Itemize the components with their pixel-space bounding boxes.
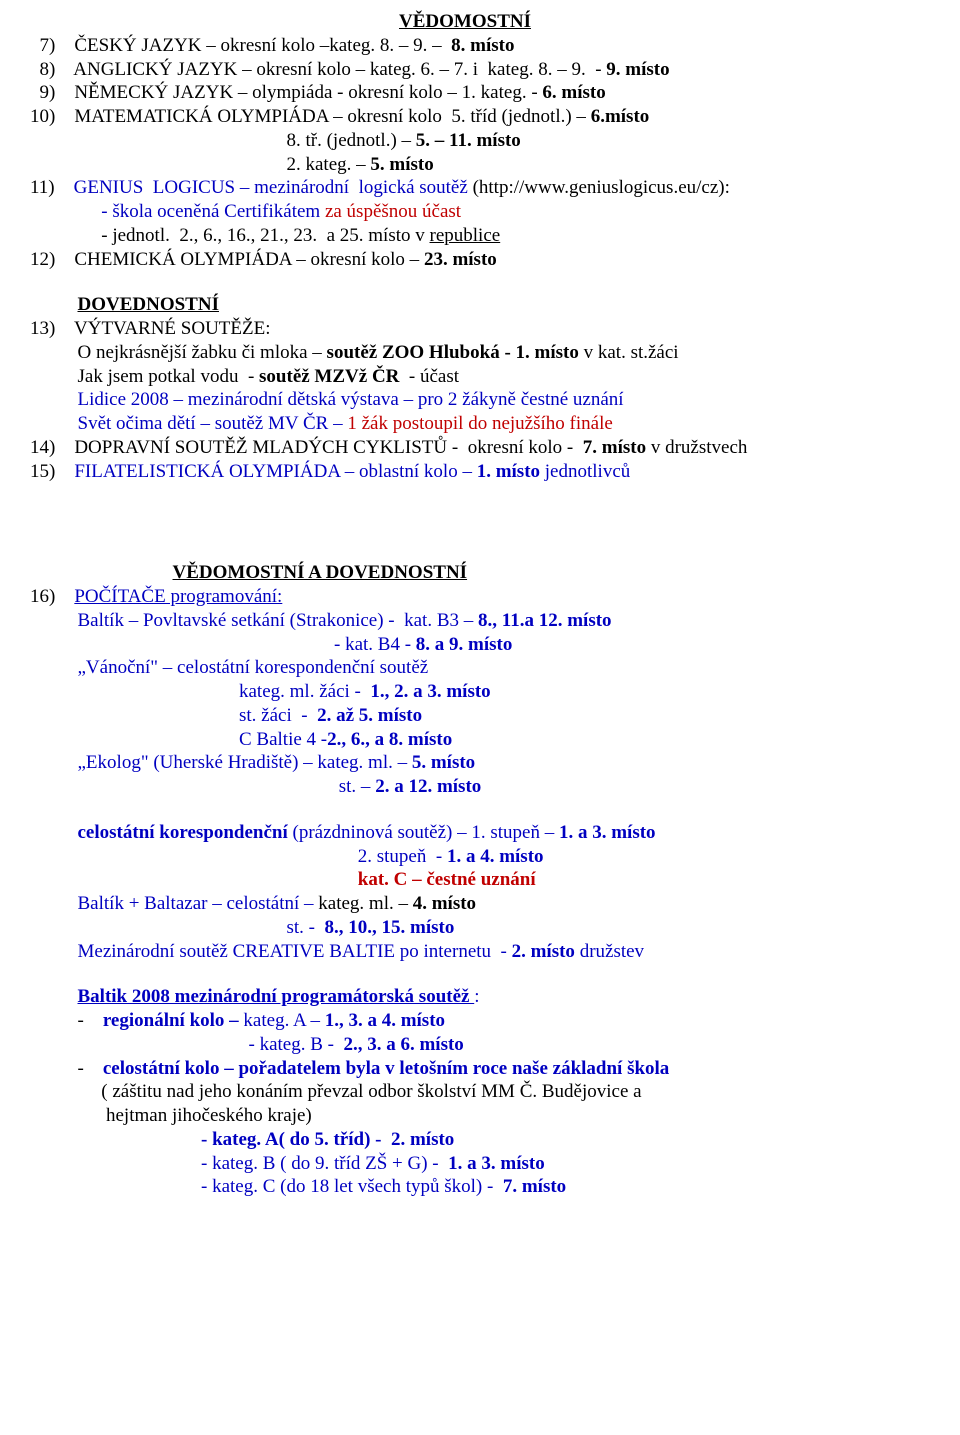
vanocni-b: st. žáci - 2. až 5. místo [30, 704, 900, 728]
baltik2008-b: - kateg. B - 2., 3. a 6. místo [30, 1033, 900, 1057]
koresp-line3: kat. C – čestné uznání [30, 868, 900, 892]
item-12: 12) CHEMICKÁ OLYMPIÁDA – okresní kolo – … [30, 248, 900, 272]
item-10: 10) MATEMATICKÁ OLYMPIÁDA – okresní kolo… [30, 105, 900, 129]
bb-line2: st. - 8., 10., 15. místo [30, 916, 900, 940]
item-13-a: O nejkrásnější žabku či mloka – soutěž Z… [30, 341, 900, 365]
baltik2008-d3: - kateg. C (do 18 let všech typů škol) -… [30, 1175, 900, 1199]
item-16: 16) POČÍTAČE programování: [30, 585, 900, 609]
heading-dovednostni: DOVEDNOSTNÍ [30, 293, 900, 317]
baltik-line1: Baltík – Povltavské setkání (Strakonice)… [30, 609, 900, 633]
koresp-line2: 2. stupeň - 1. a 4. místo [30, 845, 900, 869]
baltik2008-d1: - kateg. A( do 5. tříd) - 2. místo [30, 1128, 900, 1152]
baltik2008-d2: - kateg. B ( do 9. tříd ZŠ + G) - 1. a 3… [30, 1152, 900, 1176]
heading-vedomostni-dovednostni: VĚDOMOSTNÍ A DOVEDNOSTNÍ [30, 561, 900, 585]
baltik2008-c2b: hejtman jihočeského kraje) [30, 1104, 900, 1128]
item-11: 11) GENIUS LOGICUS – mezinárodní logická… [30, 176, 900, 200]
item-11-c: - jednotl. 2., 6., 16., 21., 23. a 25. m… [30, 224, 900, 248]
item-13: 13) VÝTVARNÉ SOUTĚŽE: [30, 317, 900, 341]
item-10-line3: 2. kateg. – 5. místo [30, 153, 900, 177]
ekolog-line1: „Ekolog" (Uherské Hradiště) – kateg. ml.… [30, 751, 900, 775]
vanocni-a: kateg. ml. žáci - 1., 2. a 3. místo [30, 680, 900, 704]
heading-vedomostni: VĚDOMOSTNÍ [30, 10, 900, 34]
koresp-line1: celostátní korespondenční (prázdninová s… [30, 821, 900, 845]
baltik2008-c: - celostátní kolo – pořadatelem byla v l… [30, 1057, 900, 1081]
item-13-c: Lidice 2008 – mezinárodní dětská výstava… [30, 388, 900, 412]
item-11-b: - škola oceněná Certifikátem za úspěšnou… [30, 200, 900, 224]
creative-baltie: Mezinárodní soutěž CREATIVE BALTIE po in… [30, 940, 900, 964]
item-13-b: Jak jsem potkal vodu - soutěž MZVž ČR - … [30, 365, 900, 389]
baltik2008-heading: Baltik 2008 mezinárodní programátorská s… [30, 985, 900, 1009]
ekolog-line2: st. – 2. a 12. místo [30, 775, 900, 799]
vanocni-line: „Vánoční" – celostátní korespondenční so… [30, 656, 900, 680]
item-10-line2: 8. tř. (jednotl.) – 5. – 11. místo [30, 129, 900, 153]
bb-line1: Baltík + Baltazar – celostátní – kateg. … [30, 892, 900, 916]
item-8: 8) ANGLICKÝ JAZYK – okresní kolo – kateg… [30, 58, 900, 82]
item-15: 15) FILATELISTICKÁ OLYMPIÁDA – oblastní … [30, 460, 900, 484]
baltik-line2: - kat. B4 - 8. a 9. místo [30, 633, 900, 657]
item-9: 9) NĚMECKÝ JAZYK – olympiáda - okresní k… [30, 81, 900, 105]
item-14: 14) DOPRAVNÍ SOUTĚŽ MLADÝCH CYKLISTŮ - o… [30, 436, 900, 460]
baltik2008-a: - regionální kolo – kateg. A – 1., 3. a … [30, 1009, 900, 1033]
item-13-d: Svět očima dětí – soutěž MV ČR – 1 žák p… [30, 412, 900, 436]
vanocni-c: C Baltie 4 -2., 6., a 8. místo [30, 728, 900, 752]
baltik2008-c2a: ( záštitu nad jeho konáním převzal odbor… [30, 1080, 900, 1104]
item-7: 7) ČESKÝ JAZYK – okresní kolo –kateg. 8.… [30, 34, 900, 58]
